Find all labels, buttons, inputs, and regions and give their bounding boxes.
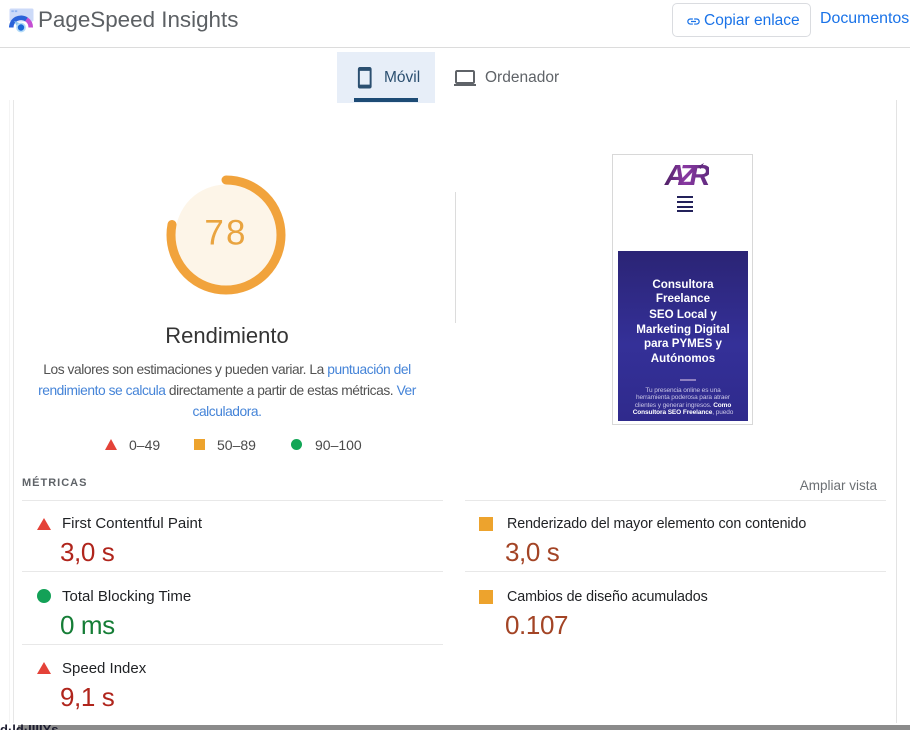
svg-text:AZR: AZR bbox=[664, 162, 709, 190]
svg-text:78: 78 bbox=[204, 214, 247, 253]
